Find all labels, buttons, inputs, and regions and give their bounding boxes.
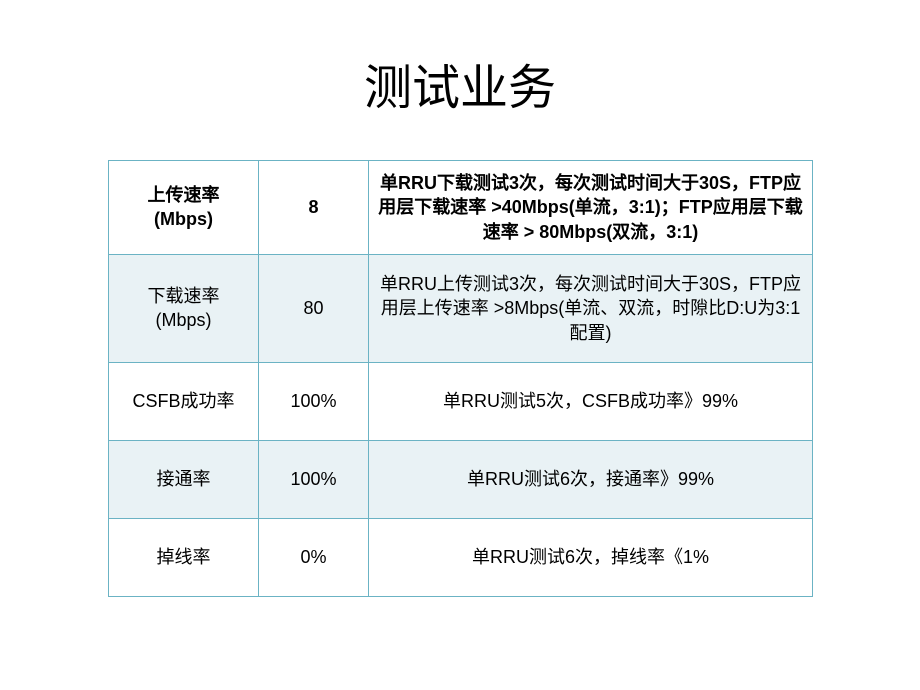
page-title: 测试业务 [0,48,920,118]
table-row: CSFB成功率 100% 单RRU测试5次，CSFB成功率》99% [109,362,813,440]
value-cell: 80 [259,254,369,362]
value-cell: 100% [259,440,369,518]
metric-label: 掉线率 [117,545,250,569]
desc-cell: 单RRU测试5次，CSFB成功率》99% [369,362,813,440]
metric-cell: CSFB成功率 [109,362,259,440]
metric-cell: 下载速率 (Mbps) [109,254,259,362]
value-cell: 8 [259,161,369,255]
metric-cell: 掉线率 [109,518,259,596]
metric-label: 接通率 [117,467,250,491]
metric-sublabel: (Mbps) [117,308,250,332]
metric-cell: 接通率 [109,440,259,518]
table-row: 下载速率 (Mbps) 80 单RRU上传测试3次，每次测试时间大于30S，FT… [109,254,813,362]
metric-label: 下载速率 [117,284,250,308]
table-row: 掉线率 0% 单RRU测试6次，掉线率《1% [109,518,813,596]
metric-label: CSFB成功率 [117,389,250,413]
table-row: 接通率 100% 单RRU测试6次，接通率》99% [109,440,813,518]
desc-cell: 单RRU测试6次，掉线率《1% [369,518,813,596]
metric-sublabel: (Mbps) [117,207,250,231]
metric-cell: 上传速率 (Mbps) [109,161,259,255]
metric-label: 上传速率 [117,183,250,207]
desc-cell: 单RRU测试6次，接通率》99% [369,440,813,518]
test-table: 上传速率 (Mbps) 8 单RRU下载测试3次，每次测试时间大于30S，FTP… [108,160,813,597]
table-row: 上传速率 (Mbps) 8 单RRU下载测试3次，每次测试时间大于30S，FTP… [109,161,813,255]
desc-cell: 单RRU下载测试3次，每次测试时间大于30S，FTP应用层下载速率 >40Mbp… [369,161,813,255]
desc-cell: 单RRU上传测试3次，每次测试时间大于30S，FTP应用层上传速率 >8Mbps… [369,254,813,362]
value-cell: 0% [259,518,369,596]
value-cell: 100% [259,362,369,440]
slide: 测试业务 上传速率 (Mbps) 8 单RRU下载测试3次，每次测试时间大于30… [0,0,920,690]
